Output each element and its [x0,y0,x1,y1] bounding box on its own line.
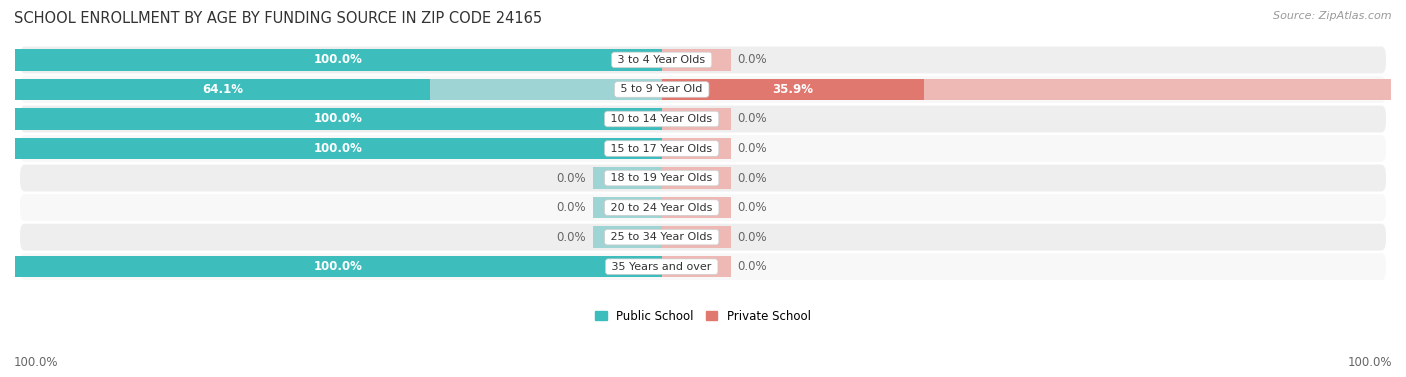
Text: 0.0%: 0.0% [737,231,768,244]
Text: 0.0%: 0.0% [737,260,768,273]
Bar [662,256,731,277]
Bar [15,49,662,70]
Bar [662,227,731,248]
Text: 15 to 17 Year Olds: 15 to 17 Year Olds [607,144,716,153]
Bar [924,79,1391,100]
Text: 0.0%: 0.0% [557,201,586,214]
Text: SCHOOL ENROLLMENT BY AGE BY FUNDING SOURCE IN ZIP CODE 24165: SCHOOL ENROLLMENT BY AGE BY FUNDING SOUR… [14,11,543,26]
FancyBboxPatch shape [20,75,1386,104]
Bar [593,167,662,188]
FancyBboxPatch shape [20,104,1386,133]
Text: 100.0%: 100.0% [314,112,363,126]
Text: 64.1%: 64.1% [202,83,243,96]
Text: 0.0%: 0.0% [737,172,768,185]
Bar [662,167,731,188]
Text: 100.0%: 100.0% [1347,357,1392,369]
Bar [593,197,662,218]
Text: 0.0%: 0.0% [737,201,768,214]
FancyBboxPatch shape [20,223,1386,251]
FancyBboxPatch shape [20,193,1386,222]
Text: Source: ZipAtlas.com: Source: ZipAtlas.com [1274,11,1392,21]
Bar [15,108,662,130]
Legend: Public School, Private School: Public School, Private School [591,305,815,328]
Text: 35 Years and over: 35 Years and over [609,262,716,272]
Text: 100.0%: 100.0% [314,54,363,66]
Bar [593,227,662,248]
FancyBboxPatch shape [20,252,1386,281]
Text: 0.0%: 0.0% [737,112,768,126]
FancyBboxPatch shape [20,164,1386,193]
Bar [662,49,731,70]
Text: 18 to 19 Year Olds: 18 to 19 Year Olds [607,173,716,183]
Text: 0.0%: 0.0% [557,172,586,185]
Text: 100.0%: 100.0% [14,357,59,369]
Text: 5 to 9 Year Old: 5 to 9 Year Old [617,84,706,95]
FancyBboxPatch shape [20,134,1386,163]
Text: 100.0%: 100.0% [314,142,363,155]
Text: 3 to 4 Year Olds: 3 to 4 Year Olds [614,55,709,65]
Text: 100.0%: 100.0% [314,260,363,273]
Bar [662,138,731,159]
Bar [15,256,662,277]
Text: 35.9%: 35.9% [772,83,813,96]
Bar [15,138,662,159]
Text: 0.0%: 0.0% [737,142,768,155]
Text: 10 to 14 Year Olds: 10 to 14 Year Olds [607,114,716,124]
Text: 0.0%: 0.0% [737,54,768,66]
Bar [430,79,662,100]
Bar [662,79,924,100]
FancyBboxPatch shape [20,46,1386,74]
Bar [662,197,731,218]
Bar [15,79,430,100]
Text: 0.0%: 0.0% [557,231,586,244]
Text: 20 to 24 Year Olds: 20 to 24 Year Olds [607,202,716,213]
Text: 25 to 34 Year Olds: 25 to 34 Year Olds [607,232,716,242]
Bar [662,108,731,130]
